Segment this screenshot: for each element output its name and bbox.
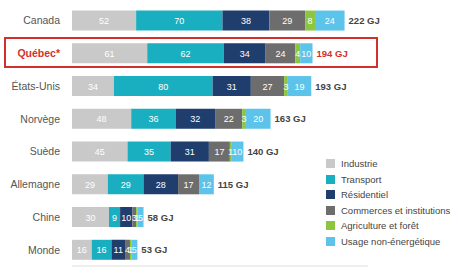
html-text:Commerces et institutions: Commerces et institutions (341, 204, 451, 216)
svg-text:34: 34 (88, 82, 98, 92)
svg-text:53 GJ: 53 GJ (141, 244, 167, 255)
svg-text:222 GJ: 222 GJ (349, 15, 380, 26)
svg-text:24: 24 (325, 16, 335, 26)
svg-text:10: 10 (301, 49, 311, 59)
svg-text:Norvège: Norvège (20, 113, 60, 125)
svg-text:29: 29 (121, 180, 131, 190)
svg-text:États-Unis: États-Unis (12, 80, 60, 92)
svg-text:3: 3 (242, 114, 247, 124)
svg-text:11: 11 (114, 245, 123, 255)
svg-text:9: 9 (112, 213, 117, 223)
svg-text:1: 1 (228, 147, 233, 158)
svg-text:70: 70 (174, 16, 184, 26)
svg-text:29: 29 (282, 16, 292, 26)
svg-text:10: 10 (232, 147, 242, 157)
svg-text:Chine: Chine (33, 211, 61, 223)
svg-text:17: 17 (184, 180, 194, 190)
html-text:Transport: Transport (341, 173, 382, 185)
svg-text:45: 45 (95, 147, 105, 157)
svg-text:5: 5 (132, 245, 137, 255)
svg-text:Suède: Suède (30, 145, 61, 157)
svg-text:Monde: Monde (28, 244, 60, 256)
svg-text:193 GJ: 193 GJ (315, 81, 346, 92)
svg-text:27: 27 (262, 82, 272, 92)
svg-text:31: 31 (227, 82, 237, 92)
html-text:Agriculture et forêt: Agriculture et forêt (341, 220, 419, 231)
svg-text:10: 10 (121, 213, 131, 223)
svg-text:3: 3 (283, 82, 288, 92)
svg-text:24: 24 (275, 49, 285, 59)
svg-text:28: 28 (156, 180, 166, 190)
svg-text:194 GJ: 194 GJ (317, 48, 348, 59)
svg-text:32: 32 (190, 114, 200, 124)
svg-text:1: 1 (134, 212, 140, 223)
svg-text:1: 1 (128, 245, 134, 256)
html-text:Usage non-énergétique: Usage non-énergétique (341, 235, 441, 247)
svg-text:31: 31 (185, 147, 195, 157)
svg-text:Québec*: Québec* (17, 47, 61, 59)
svg-text:29: 29 (85, 180, 95, 190)
svg-text:16: 16 (97, 245, 107, 255)
svg-text:30: 30 (85, 213, 95, 223)
svg-text:34: 34 (240, 49, 250, 59)
svg-text:52: 52 (99, 16, 109, 26)
svg-text:Allemagne: Allemagne (10, 178, 60, 190)
html-text:Industrie: Industrie (341, 158, 378, 169)
svg-text:61: 61 (105, 49, 115, 59)
svg-text:22: 22 (224, 114, 234, 124)
svg-text:48: 48 (97, 114, 107, 124)
svg-text:35: 35 (144, 147, 154, 157)
svg-text:58 GJ: 58 GJ (148, 212, 174, 223)
svg-text:62: 62 (180, 49, 190, 59)
svg-text:17: 17 (214, 147, 224, 157)
svg-text:Canada: Canada (23, 14, 60, 26)
svg-text:115 GJ: 115 GJ (218, 179, 249, 190)
svg-text:140 GJ: 140 GJ (247, 146, 278, 157)
svg-text:19: 19 (295, 82, 305, 92)
svg-text:8: 8 (308, 16, 313, 26)
svg-text:5: 5 (138, 213, 143, 223)
html-text:Résidentiel: Résidentiel (341, 189, 388, 200)
svg-text:4: 4 (295, 49, 300, 59)
svg-text:38: 38 (241, 16, 251, 26)
svg-text:12: 12 (201, 180, 211, 190)
svg-text:36: 36 (148, 114, 158, 124)
svg-text:16: 16 (77, 245, 87, 255)
svg-text:163 GJ: 163 GJ (275, 113, 306, 124)
svg-text:20: 20 (253, 114, 263, 124)
svg-text:80: 80 (158, 82, 168, 92)
